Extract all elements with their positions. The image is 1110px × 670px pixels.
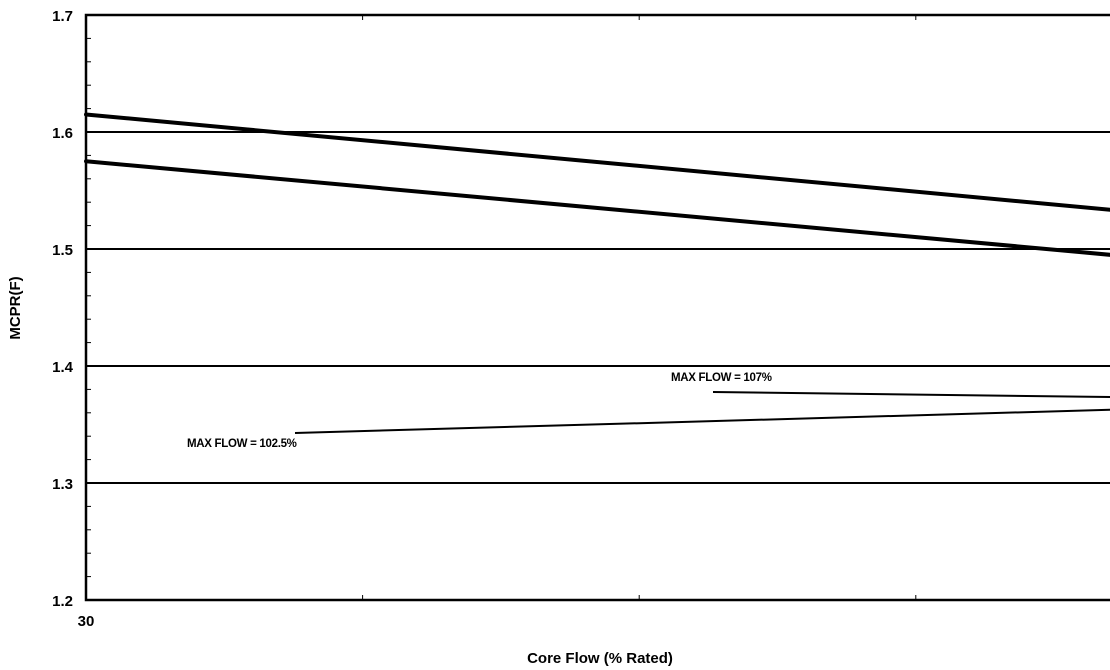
y-axis-ticks: 1.2 1.3 1.4 1.5 1.6 1.7 <box>52 8 74 610</box>
series-line-1 <box>84 112 1110 212</box>
y-tick-label: 1.5 <box>52 242 73 259</box>
y-tick-label: 1.6 <box>52 125 73 142</box>
annotation-arrow <box>294 408 1110 434</box>
annotation-label: MAX FLOW = 102.5% <box>187 438 297 450</box>
y-tick-label: 1.4 <box>52 359 74 376</box>
plot-area <box>84 112 1110 257</box>
y-tick-label: 1.3 <box>52 476 73 493</box>
y-tick-label: 1.7 <box>52 8 73 25</box>
x-tick-label: 30 <box>78 613 95 630</box>
minor-ticks <box>85 14 917 601</box>
plot-frame <box>84 13 1110 602</box>
y-axis-title: MCPR(F) <box>7 276 24 339</box>
annotation-label: MAX FLOW = 107% <box>671 372 772 384</box>
annotations: MAX FLOW = 107% MAX FLOW = 102.5% <box>187 372 1110 450</box>
grid <box>86 131 1110 484</box>
annotation-arrow <box>712 391 1110 399</box>
y-tick-label: 1.2 <box>52 593 73 610</box>
x-axis-title: Core Flow (% Rated) <box>527 650 673 667</box>
series-line-2 <box>84 159 1110 257</box>
x-axis-ticks: 30405060708090100 <box>78 613 95 630</box>
